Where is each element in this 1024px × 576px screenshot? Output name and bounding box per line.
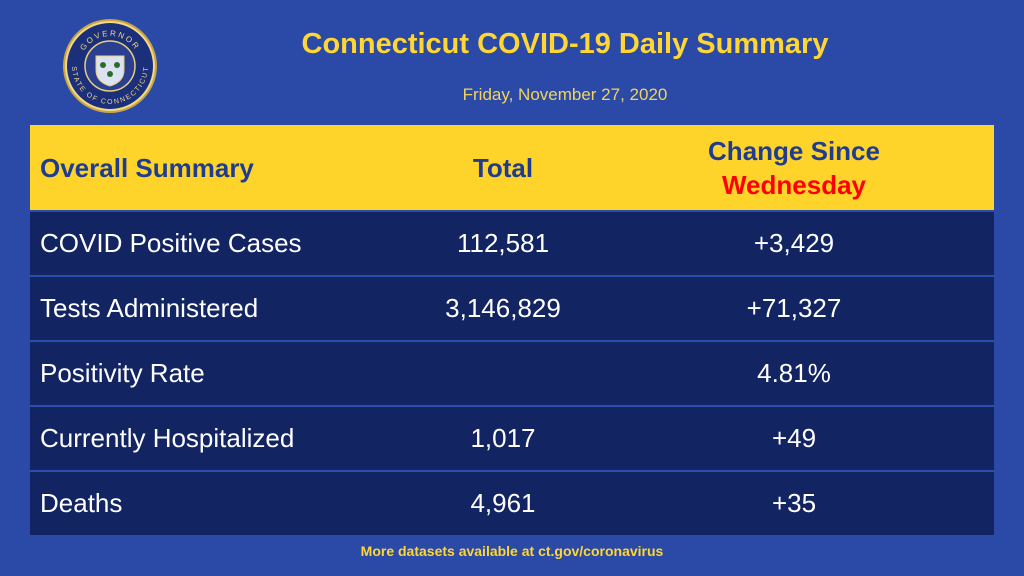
table-cell: +35	[771, 488, 817, 518]
table-cell: 4,961	[470, 488, 536, 518]
column-header-text: Change Since	[708, 135, 880, 166]
table-cell: 112,581	[456, 228, 550, 258]
table-cell: Positivity Rate	[40, 358, 205, 388]
column-header-emphasis: Wednesday	[721, 169, 866, 200]
table-header: Overall Summary Total Change Since Wedne…	[30, 125, 994, 210]
date: Friday, November 27, 2020	[462, 85, 668, 104]
column-header: Overall Summary	[40, 152, 254, 183]
column-header: Total	[472, 152, 534, 183]
table-cell: Currently Hospitalized	[40, 423, 295, 453]
table-cell: +71,327	[746, 293, 842, 323]
table-cell: 1,017	[470, 423, 536, 453]
table-row: Currently Hospitalized 1,017 +49	[30, 405, 994, 470]
table-row: Positivity Rate 4.81%	[30, 340, 994, 405]
title: Connecticut COVID-19 Daily Summary	[301, 28, 829, 60]
seal: GOVERNOR STATE OF CONNECTICUT	[63, 19, 157, 113]
table-cell: COVID Positive Cases	[40, 228, 302, 258]
table-cell: Tests Administered	[40, 293, 259, 323]
table-row: COVID Positive Cases 112,581 +3,429	[30, 210, 994, 275]
table-cell: Deaths	[40, 488, 123, 518]
column-header: Change Since Wednesday	[644, 125, 944, 210]
table-row: Tests Administered 3,146,829 +71,327	[30, 275, 994, 340]
table-cell: 3,146,829	[445, 293, 561, 323]
table-row: Deaths 4,961 +35	[30, 470, 994, 535]
table-cell: +49	[771, 423, 817, 453]
footer: More datasets available at ct.gov/corona…	[360, 543, 664, 559]
table-cell: +3,429	[753, 228, 835, 258]
table-body: COVID Positive Cases 112,581 +3,429 Tests A…	[30, 210, 994, 535]
summary-table: Overall Summary Total Change Since Wedne…	[30, 125, 994, 535]
table-cell: 4.81%	[757, 358, 831, 388]
